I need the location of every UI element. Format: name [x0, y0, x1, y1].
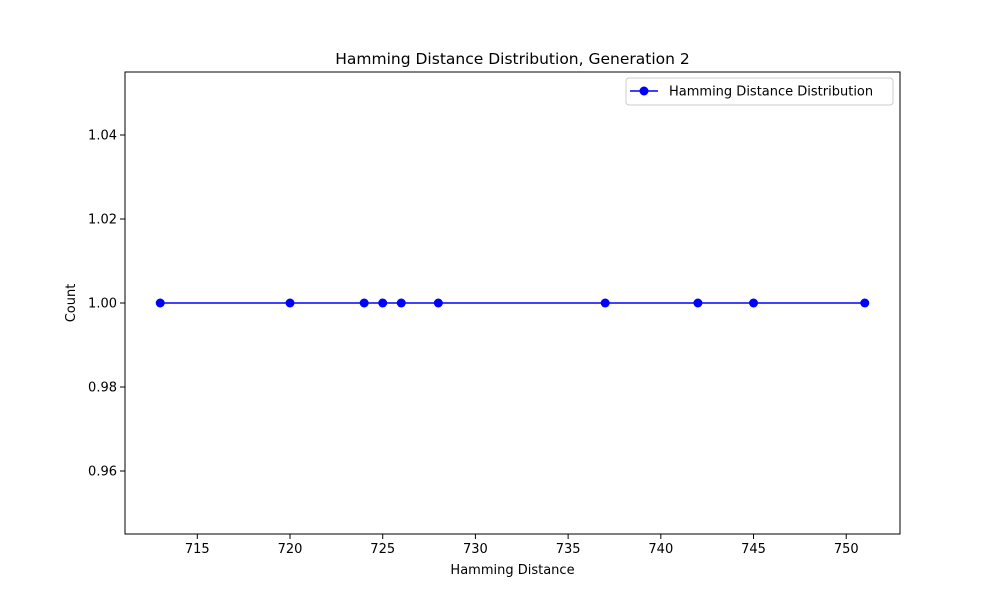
x-axis-label: Hamming Distance: [450, 563, 574, 578]
legend: Hamming Distance Distribution: [625, 77, 894, 106]
y-tick-label: 1.04: [88, 129, 117, 144]
chart-title: Hamming Distance Distribution, Generatio…: [335, 50, 690, 68]
y-tick-label: 1.00: [88, 297, 117, 312]
x-tick-label: 715: [185, 542, 210, 557]
legend-box: [625, 77, 894, 106]
data-point: [359, 298, 369, 308]
x-tick-label: 730: [463, 542, 488, 557]
plot-frame: [124, 71, 901, 535]
x-tick-label: 735: [556, 542, 581, 557]
x-tick-label: 745: [741, 542, 766, 557]
x-tick-label: 750: [834, 542, 859, 557]
x-axis-ticks: 715 720 725 730 735 740 745 750: [185, 534, 859, 557]
data-point: [693, 298, 703, 308]
data-point: [433, 298, 443, 308]
x-tick-label: 740: [648, 542, 673, 557]
series-layer: [155, 298, 870, 308]
data-point: [396, 298, 406, 308]
y-axis-ticks: 0.96 0.98 1.00 1.02 1.04: [88, 129, 125, 480]
x-tick-label: 720: [278, 542, 303, 557]
data-point: [285, 298, 295, 308]
data-point: [155, 298, 165, 308]
x-tick-label: 725: [370, 542, 395, 557]
y-tick-label: 0.96: [88, 465, 117, 480]
y-tick-label: 1.02: [88, 213, 117, 228]
data-point: [378, 298, 388, 308]
y-tick-label: 0.98: [88, 381, 117, 396]
y-axis-label: Count: [64, 284, 79, 323]
legend-label: Hamming Distance Distribution: [669, 85, 873, 100]
legend-marker-swatch: [639, 86, 649, 96]
data-point: [749, 298, 759, 308]
data-point: [600, 298, 610, 308]
data-point: [860, 298, 870, 308]
